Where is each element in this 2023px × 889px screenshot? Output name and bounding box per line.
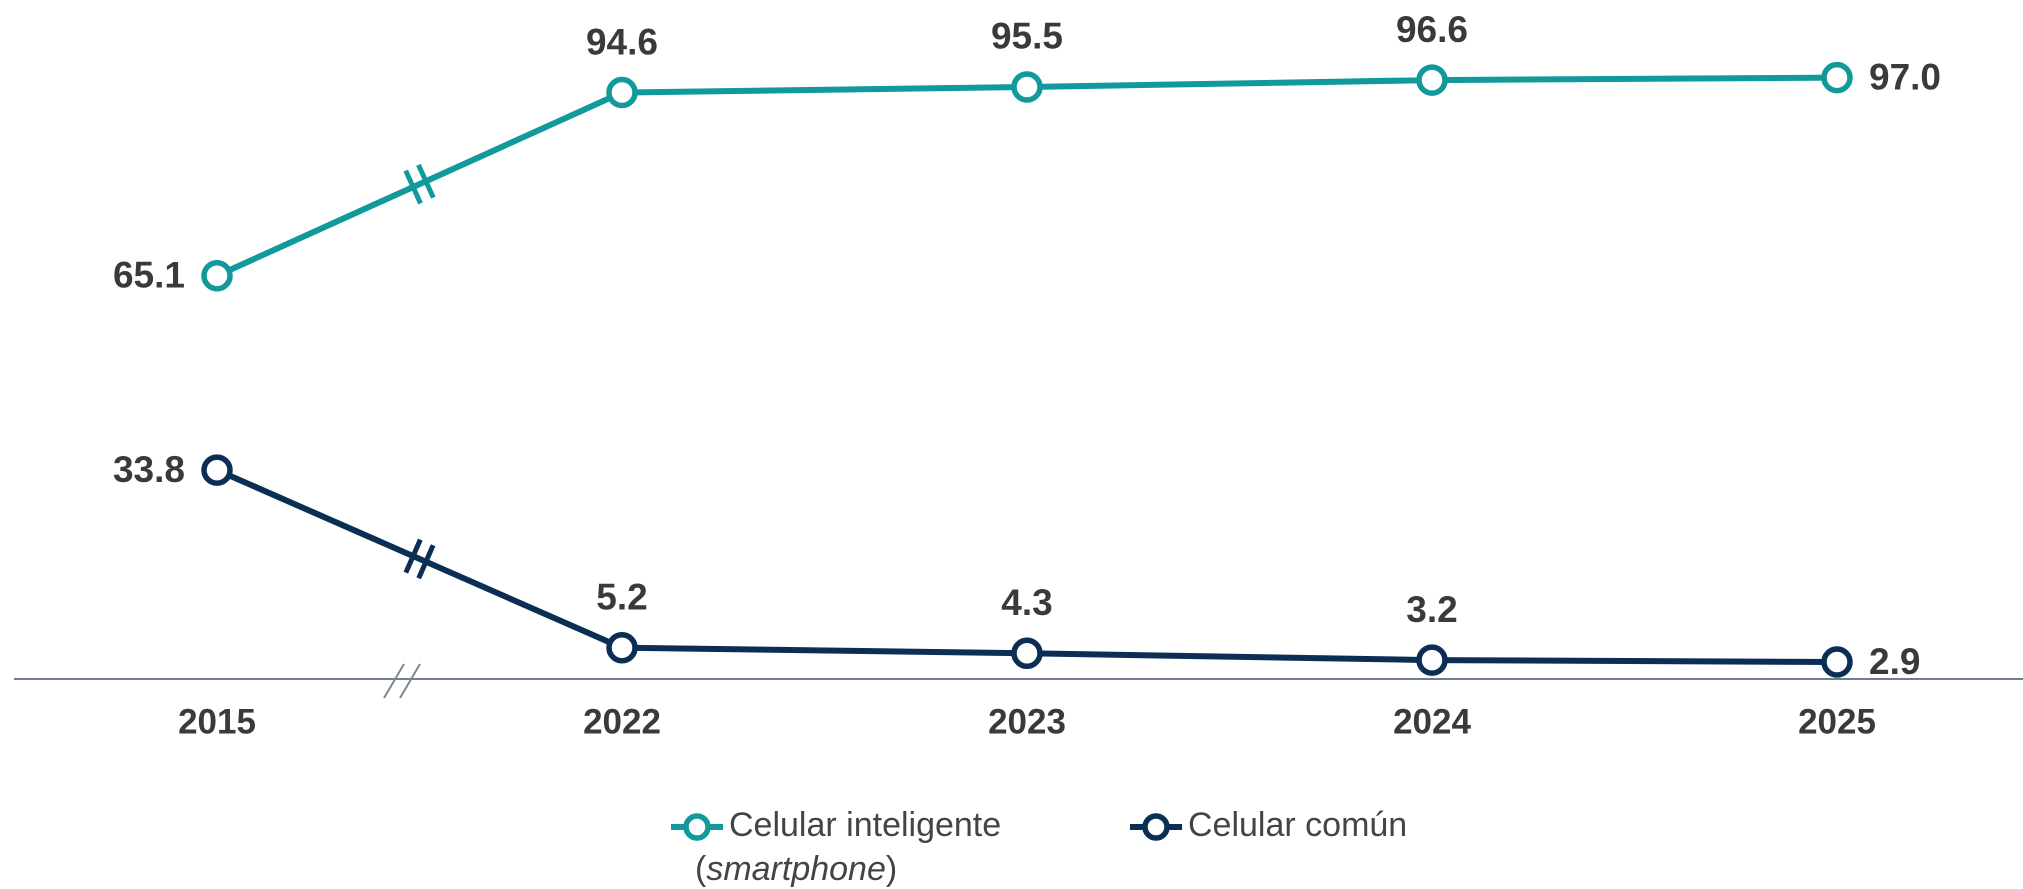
- point: [201, 454, 233, 486]
- x-tick-label: 2023: [988, 702, 1066, 741]
- data-label: 4.3: [1001, 582, 1052, 623]
- point: [1416, 644, 1448, 676]
- break-mark: [403, 538, 423, 574]
- point: [1821, 646, 1853, 678]
- x-tick-label: 2025: [1798, 702, 1876, 741]
- x-tick-label: 2022: [583, 702, 661, 741]
- data-label: 96.6: [1396, 9, 1468, 50]
- legend-swatch-marker: [1142, 813, 1170, 841]
- data-label: 3.2: [1406, 589, 1457, 630]
- point: [1821, 61, 1853, 94]
- point: [1011, 71, 1043, 103]
- data-label: 94.6: [586, 21, 658, 62]
- line: [215, 467, 1838, 665]
- point: [1416, 64, 1448, 96]
- break-mark: [416, 544, 436, 580]
- legend-label: Celular común: [1188, 806, 1407, 844]
- legend-swatch-marker: [683, 813, 711, 841]
- data-label: 95.5: [991, 16, 1063, 57]
- break-mark: [403, 169, 423, 205]
- data-label: 97.0: [1869, 56, 1941, 97]
- x-tick-label: 2024: [1393, 702, 1471, 741]
- axis-break: [383, 663, 421, 699]
- data-label: 65.1: [113, 255, 185, 296]
- point: [606, 631, 638, 664]
- point: [606, 76, 638, 109]
- x-tick-label: 2015: [178, 702, 256, 741]
- data-label: 2.9: [1869, 641, 1920, 682]
- data-label: 33.8: [113, 449, 185, 490]
- break-mark: [416, 163, 436, 199]
- point: [1011, 637, 1043, 670]
- legend-label: Celular inteligente (smartphone): [695, 806, 1011, 888]
- data-label: 5.2: [596, 576, 647, 617]
- point: [201, 259, 233, 292]
- line: [215, 74, 1838, 279]
